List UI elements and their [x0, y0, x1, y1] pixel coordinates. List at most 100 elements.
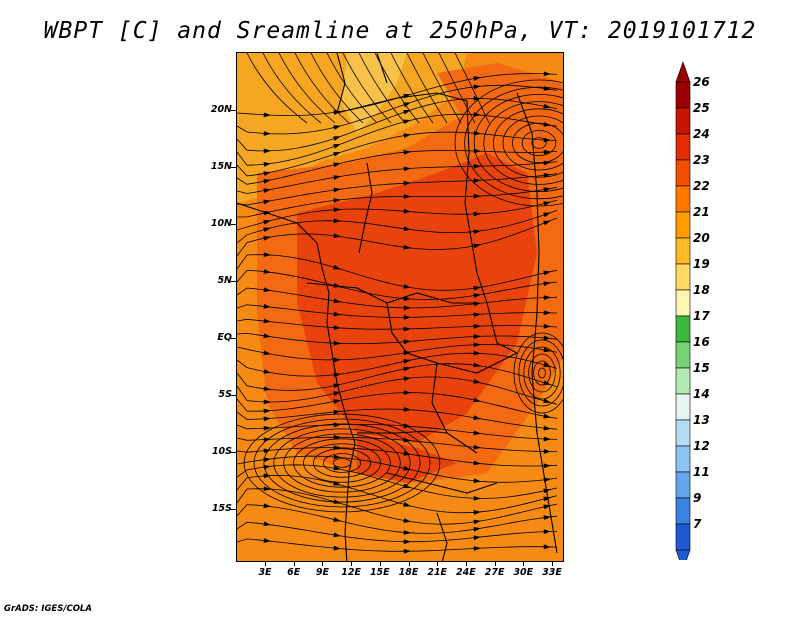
colorbar-swatch [675, 471, 691, 499]
flow-arrow [403, 502, 411, 507]
flow-arrow [543, 281, 551, 286]
colorbar-swatch [675, 133, 691, 161]
flow-arrow [473, 478, 481, 484]
flow-arrow [543, 380, 551, 385]
flow-arrow [403, 119, 411, 125]
flow-arrow [403, 406, 411, 412]
colorbar-swatch [675, 315, 691, 343]
border-line [306, 282, 477, 304]
streamline-loop [283, 433, 401, 493]
streamline-loop [263, 423, 421, 503]
streamline-loop [528, 353, 556, 393]
streamline-loop [464, 86, 563, 200]
flow-arrow [263, 287, 271, 293]
flow-arrow [473, 444, 481, 450]
flow-arrow [263, 318, 271, 324]
temperature-region [297, 153, 537, 443]
colorbar-label: 13 [693, 413, 710, 427]
streamline [237, 538, 558, 552]
flow-arrow [333, 298, 341, 304]
colorbar-swatch [675, 211, 691, 239]
flow-arrow [403, 548, 411, 554]
flow-arrow [333, 264, 341, 270]
flow-arrow [263, 538, 271, 543]
streamline [237, 209, 558, 244]
flow-arrow [403, 423, 411, 429]
streamline-loop [483, 101, 563, 185]
flow-arrow [333, 233, 341, 239]
lat-label: EQ [217, 332, 232, 343]
flow-arrow [473, 546, 481, 551]
streamline [237, 304, 558, 318]
streamline [237, 474, 558, 514]
flow-arrow [403, 359, 411, 364]
streamline [374, 53, 420, 124]
colorbar-label: 11 [693, 465, 710, 479]
flow-arrow [333, 517, 341, 522]
lon-tick [408, 562, 410, 566]
colorbar-swatch [675, 367, 691, 395]
streamline [237, 149, 558, 185]
flow-arrow [403, 451, 411, 456]
lat-label: 10N [210, 218, 232, 229]
streamline-loop [303, 443, 381, 483]
flow-arrow [543, 398, 551, 404]
flow-arrow [473, 519, 481, 525]
streamline [237, 504, 558, 534]
lon-tick [494, 562, 496, 566]
streamline [237, 199, 558, 231]
flow-arrow [333, 465, 341, 471]
flow-arrow [543, 425, 551, 431]
border-line [336, 92, 468, 114]
colorbar [675, 61, 691, 560]
lon-label: 21E [427, 567, 448, 578]
streamline-loop [523, 346, 561, 400]
flow-arrow [543, 187, 551, 193]
flow-arrow [543, 310, 551, 316]
streamline [237, 186, 558, 218]
flow-arrow [263, 473, 271, 479]
streamline [237, 352, 558, 377]
flow-arrow [333, 532, 341, 538]
flow-arrow [473, 460, 481, 466]
flow-arrow [473, 362, 481, 368]
flow-arrow [473, 243, 481, 249]
flow-arrow [333, 454, 341, 460]
flow-arrow [333, 545, 341, 551]
flow-arrow [543, 149, 551, 155]
flow-arrow [333, 325, 341, 330]
flow-arrow [403, 530, 411, 535]
flow-arrow [403, 366, 411, 372]
flow-arrow [403, 166, 411, 172]
flow-arrow [333, 198, 341, 203]
temperature-region [237, 53, 467, 203]
flow-arrow [403, 339, 411, 345]
lat-label: 20N [210, 104, 232, 115]
flow-arrow [403, 133, 411, 138]
flow-arrow [473, 148, 481, 154]
border-line [357, 430, 448, 434]
flow-arrow [543, 436, 551, 442]
flow-arrow [263, 399, 271, 405]
streamline [237, 97, 558, 152]
flow-arrow [263, 303, 271, 309]
flow-arrow [543, 122, 551, 127]
lon-label: 24E [456, 567, 476, 578]
flow-arrow [403, 305, 411, 311]
flow-arrow [543, 220, 551, 226]
flow-arrow [473, 350, 481, 356]
flow-arrow [403, 180, 411, 186]
flow-arrow [473, 229, 481, 235]
flow-arrow [543, 323, 551, 329]
streamline-loop [518, 339, 563, 407]
streamline-loop [531, 137, 547, 149]
flow-arrow [403, 376, 411, 382]
flow-arrow [333, 499, 341, 504]
border-line [486, 302, 518, 354]
streamline [237, 408, 558, 430]
flow-arrow [333, 187, 341, 193]
flow-arrow [263, 464, 271, 470]
flow-arrow [473, 76, 481, 81]
flow-arrow [263, 252, 271, 258]
flow-arrow [333, 357, 341, 363]
